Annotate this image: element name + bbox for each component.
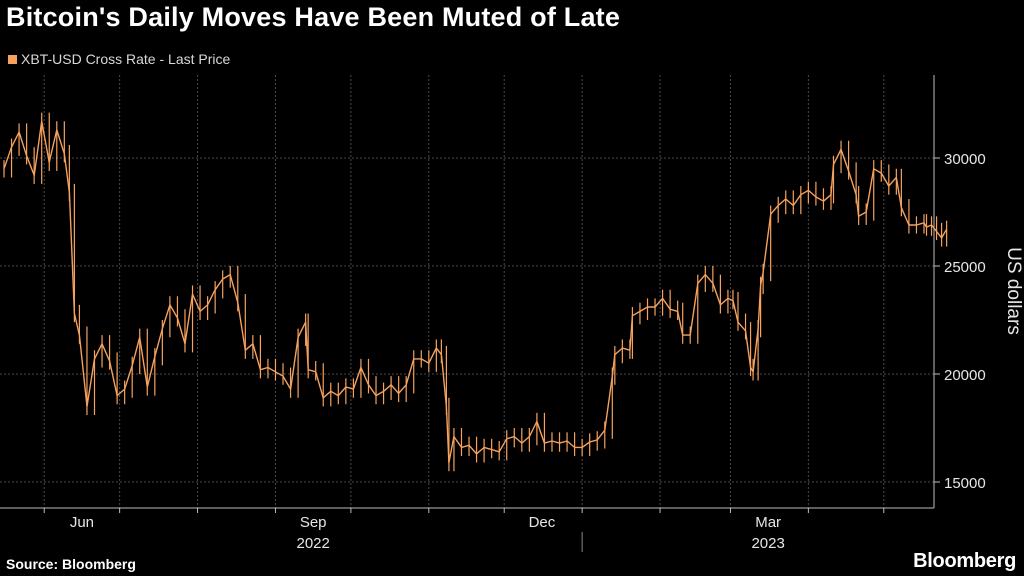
y-gridlines (0, 157, 934, 483)
price-line (3, 120, 948, 464)
x-gridlines (43, 75, 885, 508)
x-year-label: 2022 (296, 535, 329, 552)
y-tick-label: 20000 (944, 367, 986, 384)
y-tick-label: 25000 (944, 259, 986, 276)
source-note: Source: Bloomberg (6, 556, 136, 572)
y-axis-title: US dollars (1003, 247, 1024, 335)
x-tick-label: Jun (70, 514, 94, 531)
y-tick-label: 15000 (944, 475, 986, 492)
x-tick-label: Sep (300, 514, 327, 531)
legend: XBT-USD Cross Rate - Last Price (8, 51, 230, 67)
y-tick-label: 30000 (944, 151, 986, 168)
legend-label: XBT-USD Cross Rate - Last Price (21, 51, 231, 67)
legend-swatch (8, 54, 17, 64)
x-tick-label: Mar (755, 514, 781, 531)
axes (0, 75, 940, 552)
chart-title: Bitcoin's Daily Moves Have Been Muted of… (6, 2, 621, 32)
series-group (3, 112, 948, 472)
x-year-label: 2023 (751, 535, 784, 552)
x-tick-label: Dec (529, 514, 556, 531)
bloomberg-logo: Bloomberg (913, 550, 1016, 572)
tick-labels: 15000 20000 25000 30000 Jun Sep Dec Mar 2022 2023… (70, 151, 1024, 552)
